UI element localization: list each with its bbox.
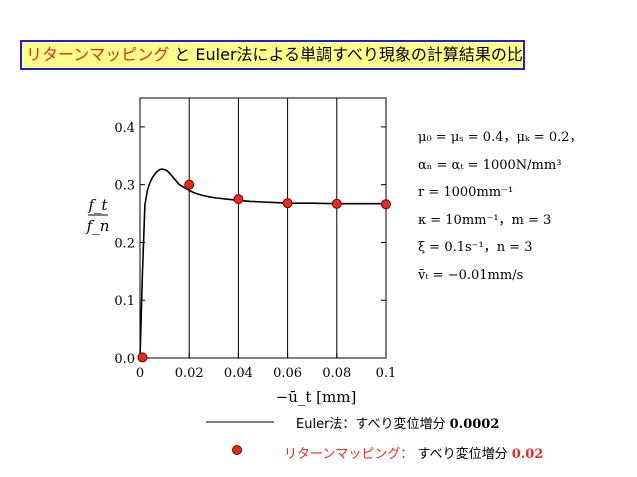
y-tick-label: 0.3 bbox=[114, 179, 135, 194]
legend-rm-value: 0.02 bbox=[511, 447, 544, 462]
grid-lines bbox=[188, 98, 338, 358]
legend-marker-sample bbox=[232, 445, 242, 455]
x-tick-label: 0.04 bbox=[224, 366, 253, 381]
x-tick-label: 0 bbox=[136, 366, 144, 381]
parameter-list: μ₀ = μₛ = 0.4，μₖ = 0.2， αₙ = αₜ = 1000N/… bbox=[418, 124, 583, 289]
legend-euler-value: 0.0002 bbox=[449, 417, 500, 432]
return-mapping-point bbox=[233, 194, 244, 205]
y-tick-label: 0.4 bbox=[114, 121, 135, 136]
param-r: r = 1000mm⁻¹ bbox=[418, 185, 514, 200]
x-tick-label: 0.06 bbox=[273, 366, 302, 381]
param-friction-coefficients: μ₀ = μₛ = 0.4，μₖ = 0.2， bbox=[418, 130, 583, 145]
y-tick-label: 0.2 bbox=[114, 236, 135, 251]
slide-title: リターンマッピング と Euler法による単調すべり現象の計算結果の比較 bbox=[20, 40, 525, 70]
y-tick-label: 0.1 bbox=[114, 294, 135, 309]
x-tick-label: 0.02 bbox=[175, 366, 204, 381]
y-axis-label-denominator: f_n bbox=[86, 217, 110, 235]
axis-ticks bbox=[139, 126, 387, 359]
legend-euler-text: Euler法：すべり変位増分 bbox=[296, 417, 446, 432]
return-mapping-point bbox=[381, 199, 391, 210]
legend-rm-method: リターンマッピング： bbox=[284, 447, 414, 462]
return-mapping-point bbox=[282, 198, 293, 209]
title-part-rest: Euler法による単調すべり現象の計算結果の比較 bbox=[195, 45, 525, 64]
title-part-return-mapping: リターンマッピング bbox=[26, 45, 170, 64]
return-mapping-point bbox=[137, 352, 148, 363]
return-mapping-point bbox=[331, 198, 342, 209]
x-tick-label: 0.1 bbox=[376, 366, 397, 381]
euler-series-line bbox=[139, 168, 386, 359]
legend-rm-text: すべり変位増分 bbox=[417, 447, 508, 462]
x-axis-label: −ū_t [mm] bbox=[276, 388, 357, 406]
param-velocity: v̄ₜ = −0.01mm/s bbox=[418, 267, 524, 283]
x-tick-labels: 0 0.02 0.04 0.06 0.08 0.1 bbox=[136, 366, 396, 381]
y-tick-label: 0.0 bbox=[114, 352, 135, 367]
series-layer bbox=[137, 168, 391, 363]
return-mapping-point bbox=[184, 179, 195, 190]
plot-frame bbox=[139, 97, 387, 359]
legend-entry-euler: Euler法：すべり変位増分 0.0002 bbox=[296, 413, 499, 432]
param-xi-n: ξ = 0.1s⁻¹，n = 3 bbox=[418, 240, 533, 255]
param-kappa-m: κ = 10mm⁻¹，m = 3 bbox=[418, 212, 552, 228]
param-stiffness: αₙ = αₜ = 1000N/mm³ bbox=[418, 157, 562, 173]
x-tick-label: 0.08 bbox=[322, 366, 351, 381]
y-axis-label-numerator: f_t bbox=[87, 196, 108, 214]
title-part-and: と bbox=[174, 45, 191, 64]
y-tick-labels: 0.0 0.1 0.2 0.3 0.4 bbox=[114, 121, 135, 367]
legend-entry-return-mapping: リターンマッピング： すべり変位増分 0.02 bbox=[284, 443, 543, 462]
